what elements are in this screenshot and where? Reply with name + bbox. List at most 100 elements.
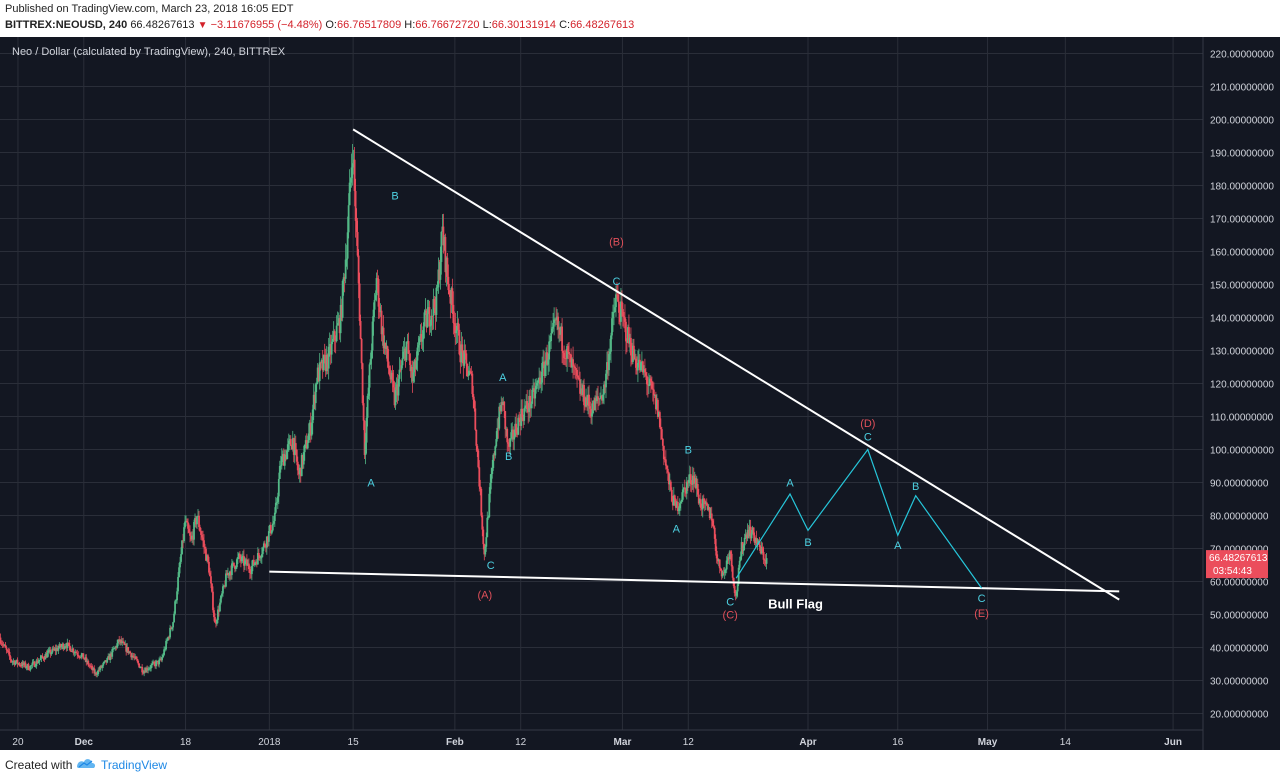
x-tick-label: 20 xyxy=(12,737,24,748)
candle-body xyxy=(640,362,642,371)
candle-body xyxy=(500,402,503,412)
candle-body xyxy=(425,310,428,328)
candle-body xyxy=(271,523,274,531)
x-tick-label: Jun xyxy=(1164,737,1182,748)
candle-body xyxy=(106,658,109,663)
candle-body xyxy=(459,354,462,363)
candle-body xyxy=(322,354,325,371)
candle-body xyxy=(363,420,366,455)
candle-body xyxy=(427,307,430,314)
candle-body xyxy=(450,288,453,304)
candle-body xyxy=(627,327,629,343)
candle-body xyxy=(705,502,708,506)
tradingview-logo-icon[interactable] xyxy=(76,755,96,771)
candle-body xyxy=(350,167,353,179)
candle-body xyxy=(82,653,85,659)
candle-body xyxy=(370,350,373,360)
candle-body xyxy=(153,662,156,664)
candle-body xyxy=(698,499,701,504)
candle-body xyxy=(37,661,40,664)
candle-body xyxy=(391,372,394,381)
candle-body xyxy=(672,495,675,506)
candle-body xyxy=(648,378,651,385)
candle-body xyxy=(11,661,14,663)
candle-body xyxy=(294,443,297,450)
candle-body xyxy=(319,362,322,364)
candle-body xyxy=(306,442,309,449)
candle-body xyxy=(540,382,543,385)
candle-body xyxy=(166,640,168,641)
candle-body xyxy=(708,507,711,519)
time-scale[interactable]: 20 Dec 18 2018 15 Feb 12 Mar 12 Apr 16 May 14 Jun xyxy=(12,737,1182,748)
candle-body xyxy=(535,385,538,390)
candle-body xyxy=(10,659,13,662)
candle-body xyxy=(33,661,36,667)
candle-body xyxy=(233,562,235,566)
close-label: C: xyxy=(559,19,571,31)
candle-body xyxy=(382,327,385,349)
candle-body xyxy=(711,520,714,527)
candle-body xyxy=(437,269,440,288)
candle-body xyxy=(316,367,319,383)
candle-body xyxy=(765,558,768,564)
candle-body xyxy=(254,561,257,563)
candle-body xyxy=(23,662,26,665)
candle-body xyxy=(431,315,434,317)
candle-body xyxy=(87,660,90,666)
candle-body xyxy=(740,542,743,557)
candle-body xyxy=(198,515,200,528)
wave-label: C xyxy=(487,560,495,572)
candle-body xyxy=(690,484,693,485)
candle-body xyxy=(433,298,436,308)
candle-body xyxy=(543,361,546,377)
candle-body xyxy=(661,438,664,446)
candle-body xyxy=(157,660,160,665)
tradingview-brand[interactable]: TradingView xyxy=(101,758,168,772)
candle-body xyxy=(225,573,227,587)
candle-body xyxy=(457,322,460,330)
candle-body xyxy=(26,664,29,668)
candle-body xyxy=(125,644,128,652)
candle-body xyxy=(446,257,449,277)
candle-body xyxy=(256,552,259,565)
candle-body xyxy=(171,627,173,629)
candle-body xyxy=(114,646,117,649)
candle-body xyxy=(169,627,171,638)
candle-body xyxy=(105,660,108,663)
candle-body xyxy=(575,368,577,370)
candle-body xyxy=(35,660,38,667)
price-scale[interactable]: 20.00000000 30.00000000 40.00000000 50.0000… xyxy=(1210,50,1274,721)
candle-body xyxy=(644,372,647,376)
candle-body xyxy=(348,182,351,206)
candle-body xyxy=(127,647,130,653)
x-tick-label: 12 xyxy=(515,737,527,748)
candle-body xyxy=(516,433,519,435)
candle-body xyxy=(66,642,69,649)
countdown-value: 03:54:43 xyxy=(1213,566,1252,577)
candle-body xyxy=(501,402,504,406)
candle-body xyxy=(466,363,469,377)
candle-body xyxy=(204,546,206,549)
candle-body xyxy=(741,542,744,551)
candle-body xyxy=(407,341,410,354)
candle-body xyxy=(277,479,280,497)
axes xyxy=(0,37,1204,750)
candle-body xyxy=(371,321,374,351)
wave-label: A xyxy=(367,478,375,490)
candle-body xyxy=(137,660,140,664)
candle-body xyxy=(223,585,225,587)
candle-body xyxy=(15,659,18,663)
candle-body xyxy=(99,666,102,670)
candle-body xyxy=(5,647,8,650)
candle-body xyxy=(605,373,607,388)
candle-body xyxy=(712,526,715,528)
price-chart[interactable]: Neo / Dollar (calculated by TradingView)… xyxy=(0,37,1280,750)
candle-body xyxy=(168,637,170,638)
candle-body xyxy=(309,422,312,436)
candle-body xyxy=(750,533,753,539)
candle-body xyxy=(447,276,450,291)
candle-body xyxy=(666,468,669,473)
wave-label: C xyxy=(726,596,734,608)
candle-body xyxy=(178,567,180,578)
candle-body xyxy=(471,373,474,394)
